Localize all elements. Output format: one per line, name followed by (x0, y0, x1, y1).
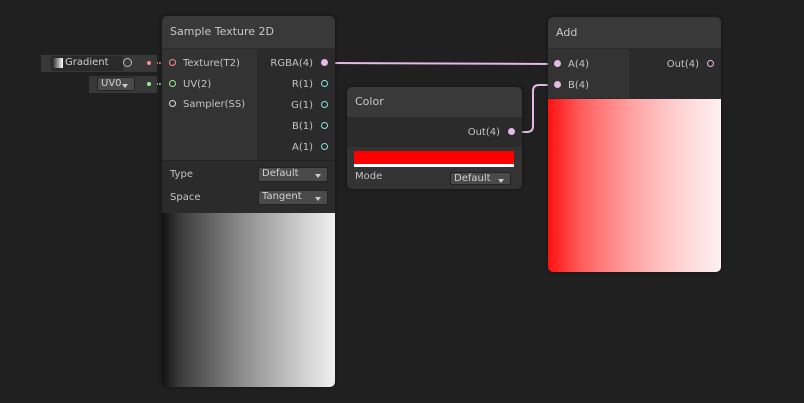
color-swatch[interactable] (354, 151, 514, 167)
add-preview (548, 99, 721, 272)
port-label: Out(4) (467, 127, 500, 138)
g-output-port[interactable] (321, 101, 328, 108)
space-dropdown[interactable]: Tangent (258, 190, 328, 205)
texture-input-port[interactable] (169, 59, 176, 66)
mode-dropdown[interactable]: Default (450, 172, 511, 185)
space-label: Space (170, 192, 201, 203)
rgba-output-port[interactable] (321, 59, 328, 66)
port-label: Sampler(SS) (183, 99, 246, 110)
sampler-input-port[interactable] (169, 100, 176, 107)
add-node[interactable]: Add A(4) B(4) Out(4) (548, 17, 721, 272)
uv-input[interactable]: UV0 (89, 76, 157, 93)
wire-rgba-to-a[interactable] (328, 62, 554, 65)
b-input-port[interactable] (554, 81, 561, 88)
uv-input-port[interactable] (169, 80, 176, 87)
add-output-port[interactable] (707, 60, 714, 67)
gradient-input[interactable]: Gradient (41, 55, 157, 72)
uv-port-dot (147, 82, 151, 86)
port-label: B(4) (568, 80, 590, 91)
gradient-swatch-icon (53, 58, 63, 68)
a-input-port[interactable] (554, 60, 561, 67)
sample-texture-2d-node[interactable]: Sample Texture 2D Texture(T2) UV(2) Samp… (162, 16, 335, 387)
node-title: Sample Texture 2D (162, 16, 335, 48)
r-output-port[interactable] (321, 80, 328, 87)
type-label: Type (170, 169, 193, 180)
uv-channel-dropdown[interactable]: UV0 (97, 77, 135, 91)
mode-label: Mode (355, 171, 383, 182)
object-picker-icon[interactable] (123, 58, 132, 67)
gradient-label: Gradient (65, 57, 109, 68)
port-label: A(1) (291, 142, 313, 153)
b-output-port[interactable] (321, 122, 328, 129)
node-title: Color (347, 87, 522, 117)
port-label: B(1) (291, 121, 313, 132)
port-label: Texture(T2) (183, 58, 240, 69)
texture-preview (162, 213, 335, 387)
port-label: G(1) (291, 100, 313, 111)
a-output-port[interactable] (321, 143, 328, 150)
port-label: RGBA(4) (270, 58, 313, 69)
color-output-port[interactable] (508, 128, 515, 135)
port-label: A(4) (568, 59, 590, 70)
node-title: Add (548, 17, 721, 48)
wire-color-to-b[interactable] (515, 84, 553, 133)
type-dropdown[interactable]: Default (258, 167, 328, 182)
color-node[interactable]: Color Out(4) Mode Default (347, 87, 522, 189)
port-label: UV(2) (183, 79, 212, 90)
texture-port-dot (147, 61, 151, 65)
port-label: R(1) (291, 79, 313, 90)
port-label: Out(4) (666, 59, 699, 70)
